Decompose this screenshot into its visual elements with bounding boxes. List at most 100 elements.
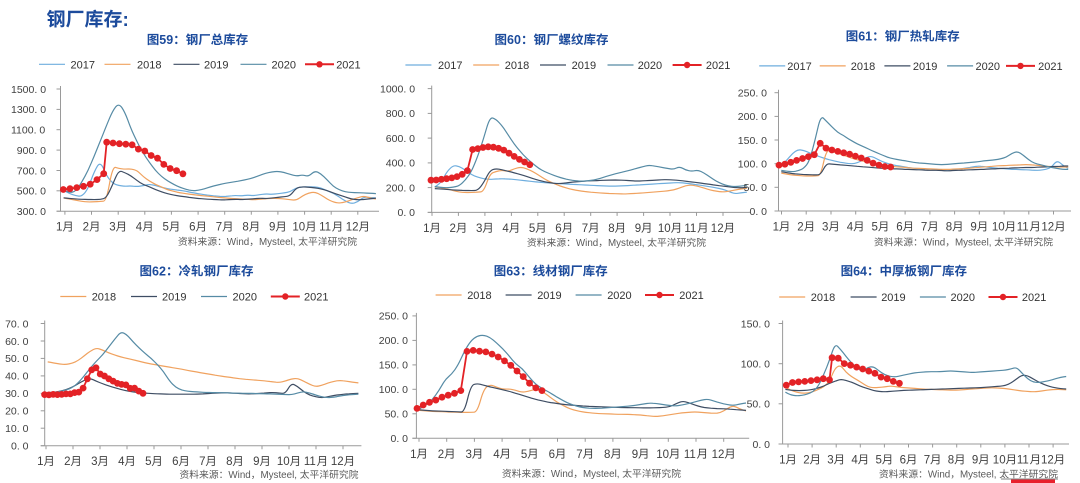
svg-text:61: 61 (858, 30, 872, 44)
svg-text:4: 4 (118, 456, 125, 468)
svg-text:4: 4 (851, 455, 858, 467)
svg-text:1: 1 (779, 455, 785, 467)
svg-text:1100. 0: 1100. 0 (11, 125, 45, 137)
svg-text:500. 0: 500. 0 (17, 186, 46, 198)
svg-text:Wind: Wind (228, 470, 250, 481)
svg-text:2017: 2017 (787, 61, 811, 73)
svg-text:12: 12 (346, 222, 359, 234)
svg-text:900. 0: 900. 0 (17, 145, 46, 157)
svg-text:3: 3 (827, 455, 833, 467)
svg-text:Mysteel,: Mysteel, (960, 470, 996, 481)
svg-text:1: 1 (423, 223, 429, 235)
svg-text:7: 7 (576, 449, 582, 461)
svg-text:150. 0: 150. 0 (738, 135, 767, 147)
svg-text:2018: 2018 (505, 60, 529, 72)
svg-text:1300. 0: 1300. 0 (11, 104, 46, 116)
svg-text:100. 0: 100. 0 (379, 384, 408, 396)
svg-text:150. 0: 150. 0 (379, 360, 408, 372)
svg-text:2018: 2018 (467, 290, 491, 302)
svg-text:800. 0: 800. 0 (386, 108, 415, 120)
svg-text:2019: 2019 (162, 292, 186, 304)
svg-text:2020: 2020 (638, 60, 662, 72)
svg-text:Wind: Wind (227, 237, 249, 248)
svg-text:Mysteel,: Mysteel, (583, 469, 619, 480)
svg-text:1: 1 (56, 222, 62, 234)
svg-text:11: 11 (304, 456, 316, 468)
svg-text:2021: 2021 (1038, 61, 1062, 73)
svg-text:64: 64 (853, 264, 867, 278)
svg-text:40. 0: 40. 0 (5, 371, 29, 383)
svg-text:2021: 2021 (706, 60, 730, 72)
svg-text:2020: 2020 (976, 61, 1000, 73)
svg-text:4: 4 (502, 223, 509, 235)
svg-text:2: 2 (438, 449, 444, 461)
svg-text:10: 10 (277, 456, 290, 468)
svg-text:6: 6 (172, 456, 178, 468)
svg-text:2018: 2018 (811, 292, 835, 304)
svg-text:7: 7 (582, 223, 588, 235)
svg-text:11: 11 (319, 222, 331, 234)
svg-text:4: 4 (136, 222, 143, 234)
svg-text:Wind: Wind (576, 238, 598, 249)
svg-text:9: 9 (269, 222, 275, 234)
svg-text:12: 12 (712, 449, 725, 461)
svg-text:1000. 0: 1000. 0 (380, 83, 415, 95)
svg-text:Mysteel,: Mysteel, (608, 238, 644, 249)
svg-text:20. 0: 20. 0 (5, 406, 29, 418)
svg-text:100. 0: 100. 0 (738, 159, 767, 171)
svg-text:2: 2 (450, 223, 456, 235)
svg-text:Mysteel,: Mysteel, (259, 237, 295, 248)
svg-text:10: 10 (656, 449, 669, 461)
svg-text:9: 9 (632, 449, 638, 461)
svg-text:8: 8 (242, 222, 248, 234)
svg-text:10: 10 (993, 455, 1006, 467)
svg-text:700. 0: 700. 0 (17, 165, 46, 177)
svg-text:7: 7 (921, 222, 927, 234)
svg-text:2018: 2018 (92, 292, 116, 304)
svg-text:3: 3 (476, 223, 482, 235)
svg-text:5: 5 (529, 223, 535, 235)
svg-text:Wind: Wind (928, 470, 950, 481)
svg-text:9: 9 (253, 456, 259, 468)
svg-text:5: 5 (145, 456, 151, 468)
svg-text:10: 10 (992, 222, 1005, 234)
svg-text:2019: 2019 (913, 61, 937, 73)
svg-text:2021: 2021 (336, 60, 360, 72)
svg-text:600. 0: 600. 0 (386, 133, 415, 145)
svg-text:59: 59 (159, 33, 173, 47)
svg-text:0. 0: 0. 0 (11, 441, 29, 453)
svg-text:3: 3 (91, 456, 97, 468)
svg-text:400. 0: 400. 0 (386, 158, 415, 170)
svg-text:3: 3 (822, 222, 828, 234)
svg-text:10. 0: 10. 0 (5, 423, 29, 435)
svg-text:6: 6 (555, 223, 561, 235)
svg-text:Mysteel,: Mysteel, (261, 470, 297, 481)
svg-text:7: 7 (216, 222, 222, 234)
svg-text:2020: 2020 (272, 60, 296, 72)
svg-text:2018: 2018 (137, 60, 161, 72)
svg-text:150. 0: 150. 0 (741, 318, 770, 330)
svg-text:0. 0: 0. 0 (750, 206, 768, 218)
svg-text:2021: 2021 (679, 290, 703, 302)
svg-text:50. 0: 50. 0 (747, 399, 771, 411)
svg-text:63: 63 (506, 264, 520, 278)
svg-text:2: 2 (64, 456, 70, 468)
svg-text:2018: 2018 (851, 61, 875, 73)
svg-text:100. 0: 100. 0 (741, 359, 770, 371)
svg-text:11: 11 (1017, 455, 1029, 467)
svg-text:5: 5 (521, 449, 527, 461)
svg-text:4: 4 (493, 449, 500, 461)
svg-text:5: 5 (163, 222, 169, 234)
svg-text:4: 4 (847, 222, 854, 234)
svg-text:1: 1 (410, 449, 416, 461)
svg-text:11: 11 (1017, 222, 1029, 234)
svg-text:2: 2 (83, 222, 89, 234)
svg-text:Wind: Wind (551, 469, 573, 480)
svg-text:62: 62 (152, 264, 166, 278)
svg-text:60. 0: 60. 0 (5, 336, 29, 348)
svg-text:2019: 2019 (204, 60, 228, 72)
svg-text::: : (123, 10, 129, 31)
svg-text:0. 0: 0. 0 (398, 207, 416, 219)
svg-text:2: 2 (803, 455, 809, 467)
svg-text:70. 0: 70. 0 (5, 318, 29, 330)
